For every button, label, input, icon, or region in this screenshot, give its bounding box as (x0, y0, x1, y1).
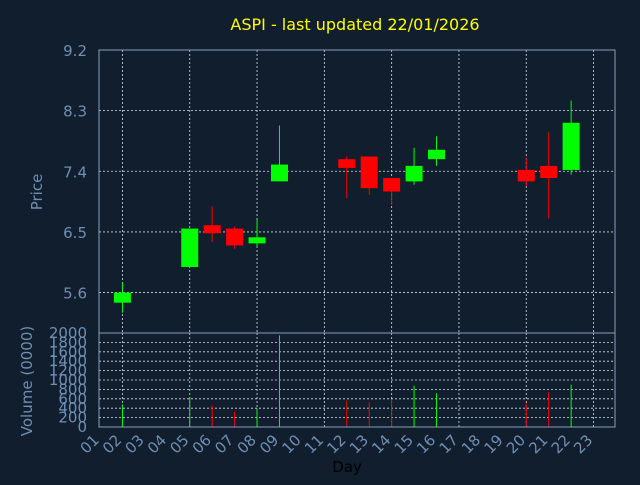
candle-body (517, 169, 535, 182)
candle-body (113, 292, 131, 303)
candle-body (270, 164, 288, 182)
candles (113, 100, 580, 313)
volume-bars (121, 335, 572, 427)
volume-tick-label: 1600 (49, 343, 87, 361)
volume-tick-label: 1200 (49, 362, 87, 380)
price-tick-label: 7.4 (63, 163, 87, 181)
price-tick-label: 5.6 (63, 285, 87, 303)
volume-tick-label: 0 (77, 418, 87, 436)
candle-body (360, 156, 378, 189)
volume-tick-label: 400 (58, 399, 87, 417)
volume-grid (99, 333, 615, 427)
candle-body (338, 159, 356, 168)
volume-axis-label: Volume (0000) (18, 326, 36, 436)
x-axis-label: Day (332, 458, 362, 476)
candle-body (226, 228, 244, 246)
price-tick-label: 8.3 (63, 103, 87, 121)
candle-body (428, 149, 446, 160)
candle-body (405, 165, 423, 182)
price-tick-labels: 5.6 6.5 7.4 8.3 9.2 (63, 42, 87, 303)
price-axis-label: Price (28, 174, 46, 211)
volume-tick-label: 800 (58, 380, 87, 398)
x-tick-labels: 0102030405060708091011121314151617181920… (77, 431, 597, 457)
volume-tick-label: 2000 (49, 324, 87, 342)
volume-tick-label: 1400 (49, 352, 87, 370)
candle-body (181, 228, 199, 267)
candle-body (203, 225, 221, 234)
volume-tick-label: 600 (58, 390, 87, 408)
volume-plot-frame (98, 332, 616, 428)
volume-tick-label: 1800 (49, 333, 87, 351)
volume-tick-label: 1000 (49, 371, 87, 389)
candle-body (562, 122, 580, 170)
price-tick-label: 6.5 (63, 224, 87, 242)
candle-body (540, 165, 558, 179)
volume-tick-label: 200 (58, 409, 87, 427)
candle-body (248, 237, 266, 244)
chart-title: ASPI - last updated 22/01/2026 (230, 15, 479, 34)
candle-body (383, 178, 401, 192)
price-tick-label: 9.2 (63, 42, 87, 60)
